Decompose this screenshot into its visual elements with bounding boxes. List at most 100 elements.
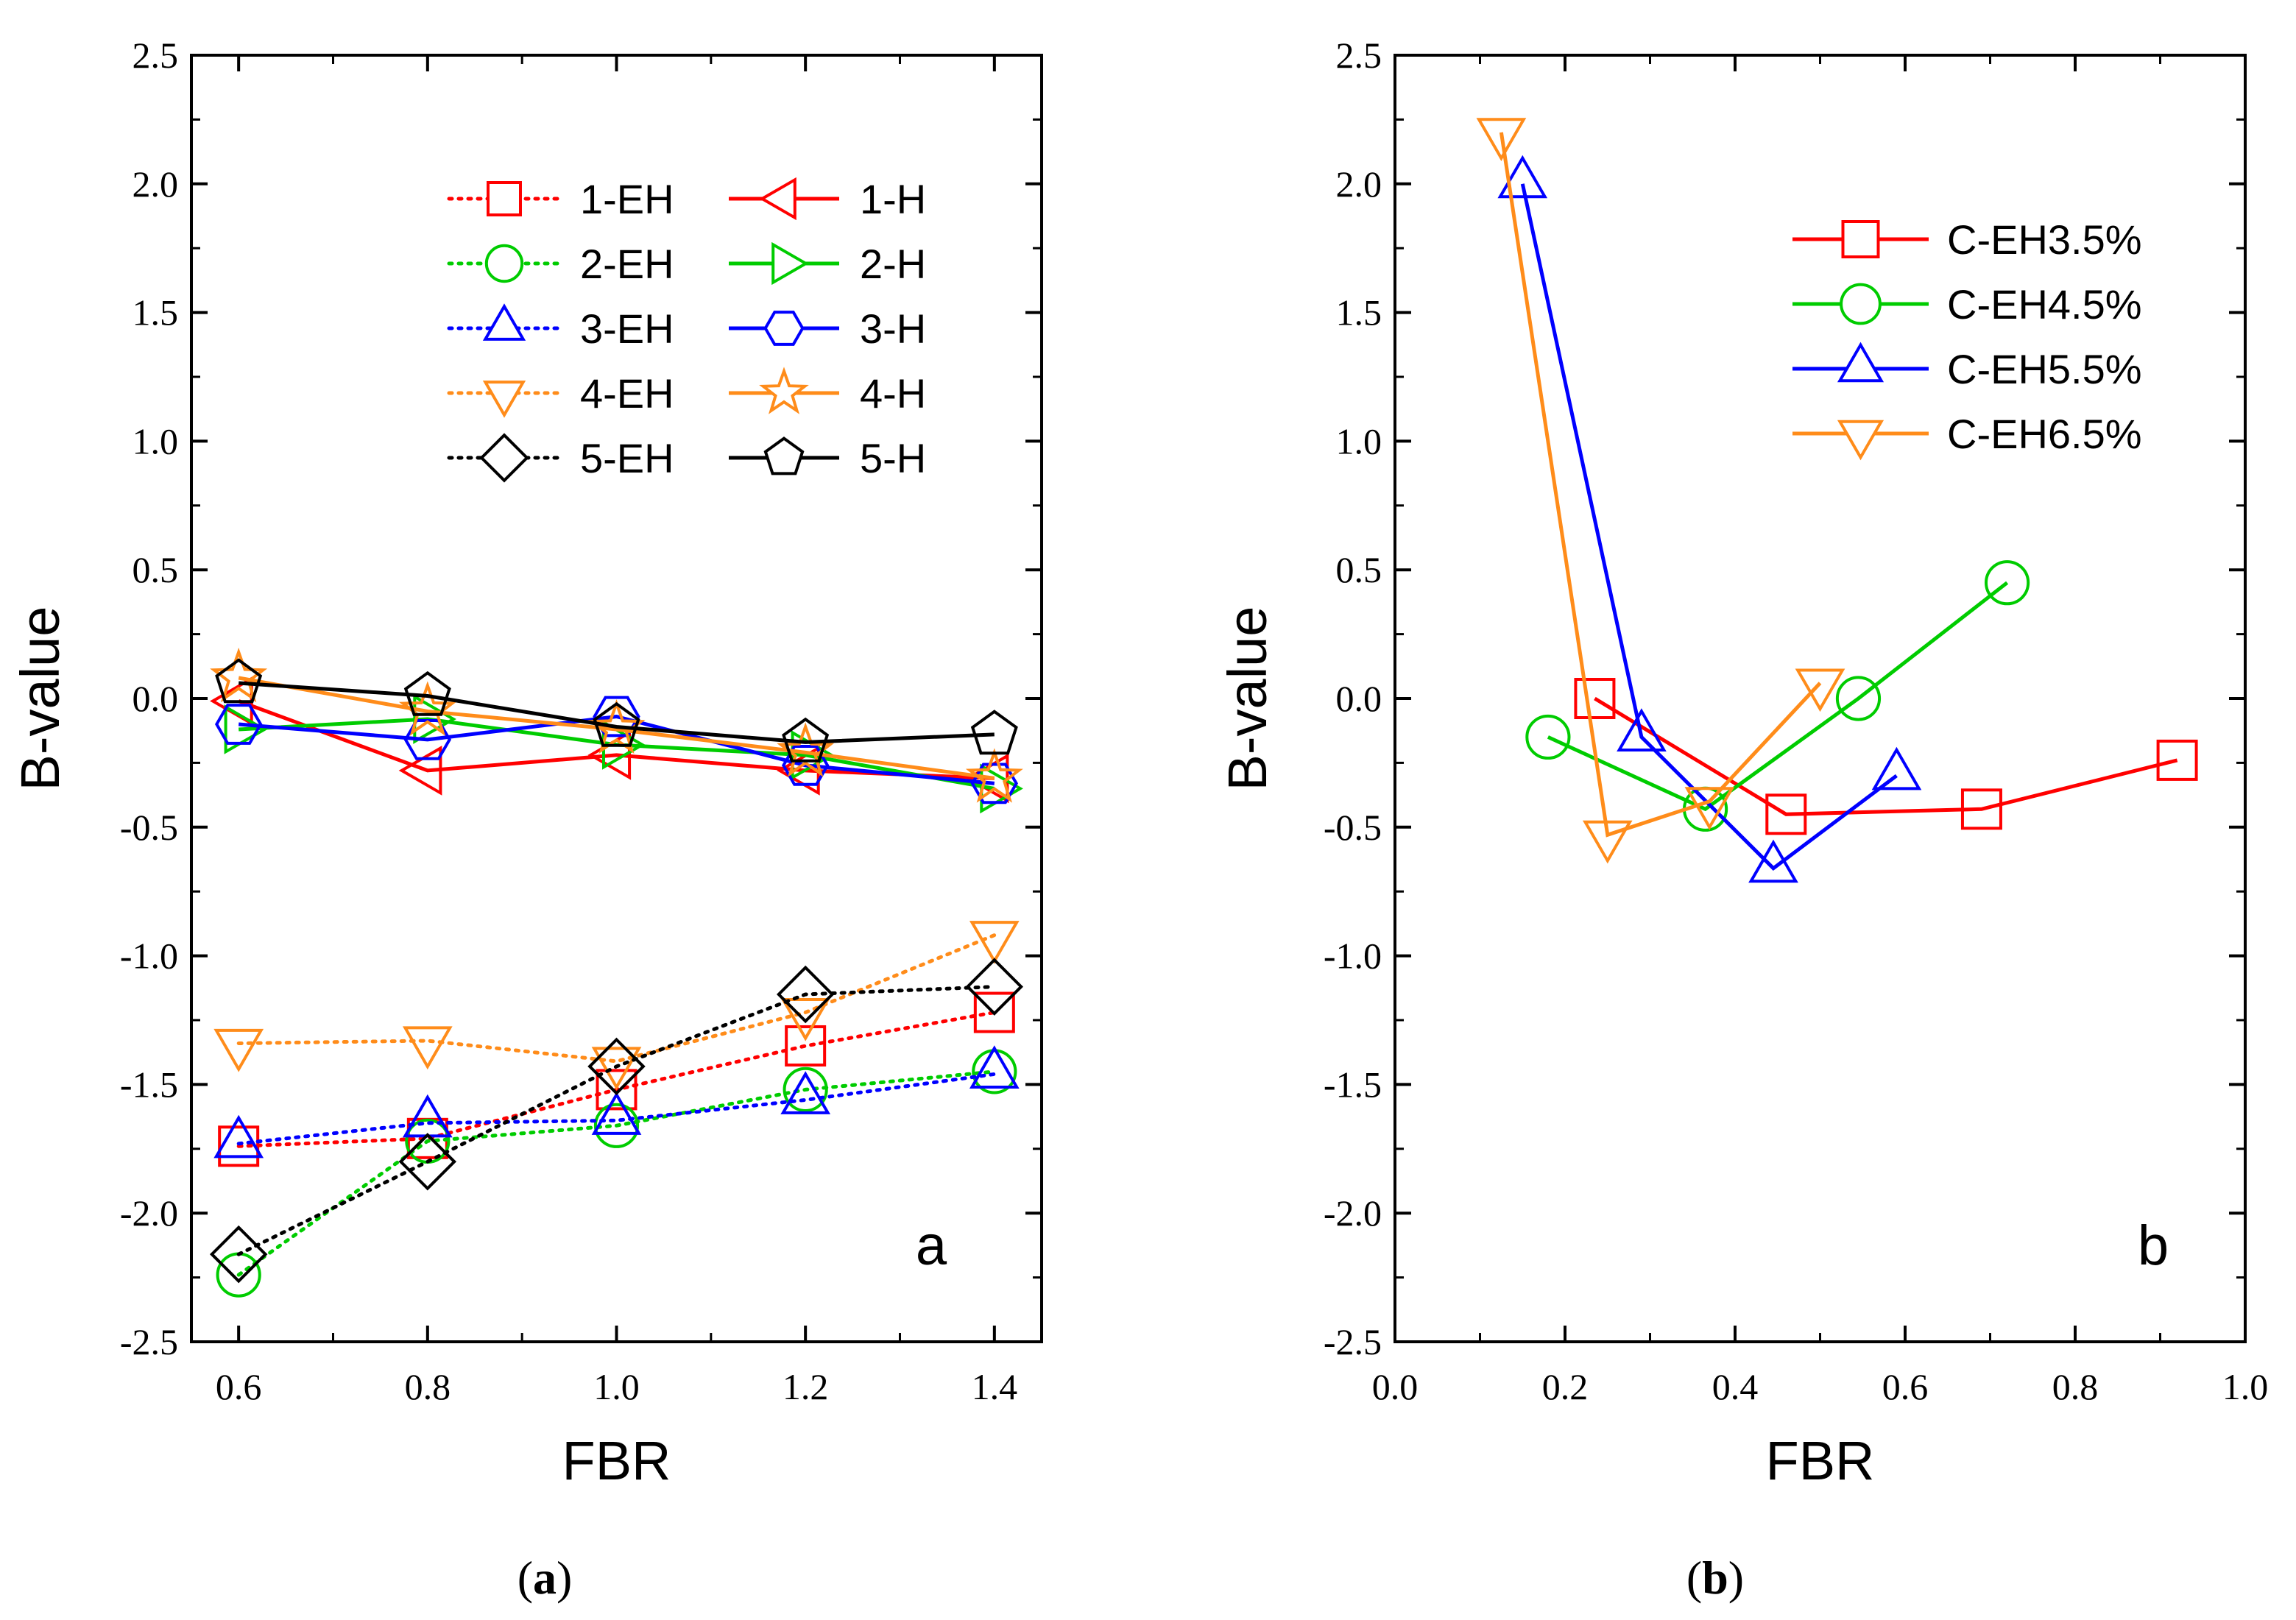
x-tick-label: 1.0 <box>593 1366 640 1407</box>
legend-item: C-EH6.5% <box>1792 411 2142 461</box>
legend-marker <box>1837 342 1885 383</box>
legend-label: 3-EH <box>580 305 674 352</box>
legend-item: 2-H <box>729 241 926 287</box>
y-tick-label: 2.0 <box>133 163 179 205</box>
data-point <box>783 1067 828 1112</box>
data-point <box>209 1225 268 1284</box>
x-axis-label: FBR <box>1766 1430 1875 1491</box>
y-tick-label: 0.0 <box>133 678 179 719</box>
caption-letter: a <box>533 1552 557 1604</box>
data-point <box>596 1069 637 1111</box>
x-tick-label: 0.6 <box>1882 1366 1929 1407</box>
x-tick-label: 0.0 <box>1372 1366 1419 1407</box>
panel-a: 2.5 2.0 1.5 1.0 0.5 0.0 -0.5 -1.0 -1.5 -2.0 -2.5 0.… <box>10 35 1043 1604</box>
legend-marker <box>759 177 796 221</box>
legend-item: 4-EH <box>447 370 674 418</box>
data-point <box>1835 676 1882 721</box>
legend-label: C-EH6.5% <box>1947 411 2142 457</box>
legend-marker <box>1840 283 1882 325</box>
series-line <box>236 985 997 1256</box>
data-point <box>2156 739 2198 781</box>
y-tick-label: -0.5 <box>1324 807 1382 848</box>
data-point <box>1765 793 1807 835</box>
legend-marker <box>482 381 526 418</box>
series-line <box>236 933 997 1064</box>
data-point <box>776 965 835 1024</box>
data-point <box>213 1028 264 1072</box>
legend-marker <box>759 367 809 414</box>
series-1-EH <box>218 991 1015 1167</box>
data-point <box>587 698 646 754</box>
legend-item: 5-EH <box>447 433 674 483</box>
legend-label: C-EH5.5% <box>1947 346 2142 392</box>
x-tick-label: 0.8 <box>2052 1366 2099 1407</box>
data-point <box>1684 787 1735 830</box>
data-point <box>1795 668 1845 712</box>
x-tick-label: 1.4 <box>972 1366 1018 1407</box>
data-point <box>965 748 1023 803</box>
x-tick-label: 0.2 <box>1542 1366 1589 1407</box>
data-point <box>403 671 451 716</box>
y-axis-label: B-value <box>1217 606 1278 791</box>
data-point <box>1476 118 1527 162</box>
legend-item: C-EH3.5% <box>1792 216 2142 263</box>
caption-letter: b <box>1702 1552 1728 1604</box>
legend-item: 5-H <box>729 435 926 481</box>
series-5-H <box>215 658 1018 763</box>
y-tick-label: 2.5 <box>1336 35 1382 76</box>
legend-item: 2-EH <box>447 241 674 287</box>
y-tick-label: -2.0 <box>120 1192 178 1234</box>
data-point <box>973 991 1015 1033</box>
panel-b: 2.52.01.51.00.50.0-0.5-1.0-1.5-2.0-2.50.… <box>1217 35 2268 1604</box>
data-point <box>780 998 831 1041</box>
series-C-EH5.5% <box>1497 155 1922 883</box>
legend-label: 4-EH <box>580 370 674 417</box>
data-point <box>785 1025 827 1067</box>
data-point <box>591 1092 642 1135</box>
y-tick-label: -1.0 <box>120 935 178 977</box>
series-4-EH <box>213 921 1020 1090</box>
series-C-EH6.5% <box>1476 118 1845 864</box>
y-tick-label: -0.5 <box>120 807 178 848</box>
series-3-H <box>214 696 1019 804</box>
data-point <box>970 710 1018 755</box>
y-tick-label: 2.5 <box>133 35 179 76</box>
caption-paren-close: ) <box>1728 1552 1744 1604</box>
data-point <box>1871 746 1922 790</box>
legend-marker <box>1841 220 1880 258</box>
data-point <box>591 1047 642 1090</box>
data-point <box>218 1125 260 1167</box>
legend-item: 4-H <box>729 367 926 417</box>
y-tick-label: -2.0 <box>1324 1192 1382 1234</box>
legend: C-EH3.5% C-EH4.5% C-EH5.5% C-EH6.5% <box>1792 216 2142 461</box>
y-tick-label: 0.5 <box>133 549 179 590</box>
data-point <box>402 1026 453 1070</box>
series-C-EH3.5% <box>1574 678 2198 835</box>
data-point <box>1617 708 1667 751</box>
x-axis-label: FBR <box>562 1430 671 1491</box>
y-axis-label: B-value <box>10 606 71 791</box>
data-point <box>969 1045 1020 1089</box>
y-tick-label: 2.0 <box>1336 163 1382 205</box>
legend-marker <box>482 303 526 341</box>
y-tick-label: -2.5 <box>120 1321 178 1362</box>
legend-label: 1-H <box>860 176 926 222</box>
legend-item: C-EH5.5% <box>1792 342 2142 392</box>
legend: 1-EH 1-H 2-EH 2-H 3-EH 3-H 4-EH 4-H 5-EH 5-H <box>447 176 926 483</box>
y-tick-label: 0.5 <box>1336 549 1382 590</box>
x-tick-label: 0.8 <box>405 1366 451 1407</box>
data-point <box>587 1037 646 1096</box>
data-point <box>1582 820 1633 864</box>
data-point <box>1497 155 1548 199</box>
data-point <box>1748 839 1798 883</box>
data-point <box>1985 560 2030 606</box>
series-line <box>238 714 995 785</box>
legend-marker <box>771 241 809 286</box>
series-line <box>236 1072 997 1146</box>
caption-paren-close: ) <box>557 1552 572 1604</box>
legend-label: C-EH4.5% <box>1947 281 2142 328</box>
data-point <box>1574 678 1616 719</box>
legend-label: 4-H <box>860 370 926 417</box>
panel-caption: (a) <box>518 1552 573 1604</box>
panel-letter: a <box>916 1214 947 1277</box>
